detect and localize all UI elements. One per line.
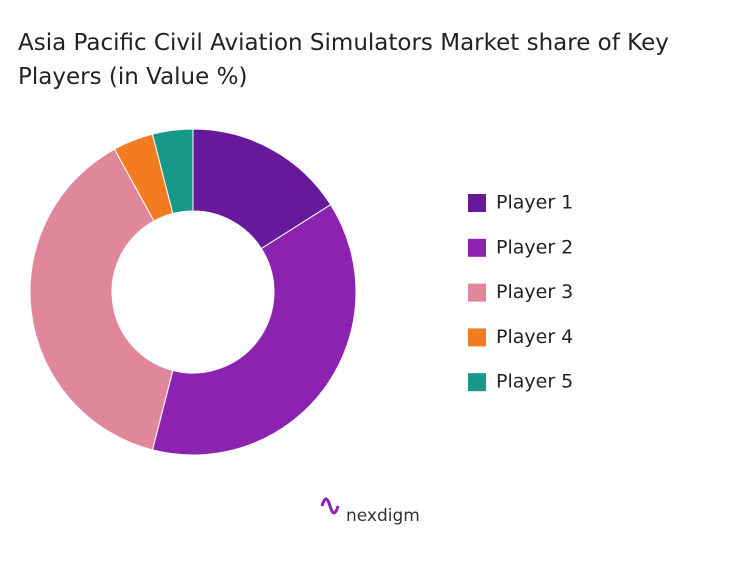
logo-text: nexdigm: [346, 506, 420, 526]
chart-title: Asia Pacific Civil Aviation Simulators M…: [18, 30, 669, 90]
legend-swatch: [468, 238, 486, 257]
donut-slice: [29, 148, 174, 451]
legend-swatch: [468, 283, 486, 302]
legend-swatch: [468, 373, 486, 392]
legend-swatch: [468, 194, 486, 212]
legend-label: Player 1: [496, 192, 573, 214]
legend-swatch: [468, 328, 486, 347]
donut-slice: [151, 128, 194, 215]
donut-slice: [151, 203, 357, 456]
legend-label: Player 4: [496, 326, 573, 348]
legend-label: Player 3: [496, 281, 573, 303]
logo-icon: [320, 497, 340, 515]
legend-label: Player 2: [496, 236, 573, 258]
legend-label: Player 5: [496, 371, 573, 393]
donut-slice: [192, 128, 332, 250]
